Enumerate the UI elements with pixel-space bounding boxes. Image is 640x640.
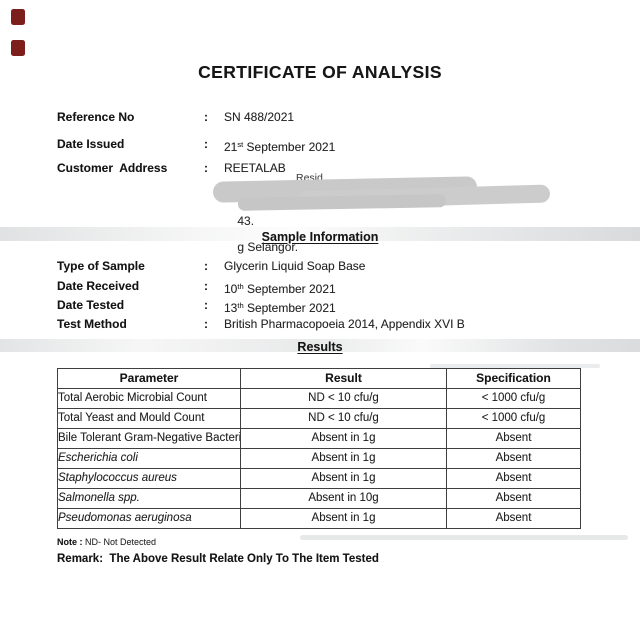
result-cell: ND < 10 cfu/g <box>240 388 447 409</box>
ordinal-superscript: st <box>237 140 244 149</box>
field-colon: : <box>204 161 208 175</box>
table-row: Pseudomonas aeruginosa Absent in 1g Abse… <box>57 508 581 529</box>
note-text: ND- Not Detected <box>85 537 157 547</box>
result-cell: Absent in 1g <box>240 428 447 449</box>
field-row-date-tested: Date Tested : 13th September 2021 <box>57 299 336 315</box>
red-annotation-square-bottom <box>11 40 25 56</box>
param-cell: Total Yeast and Mould Count <box>57 408 241 429</box>
result-cell: Absent in 1g <box>240 448 447 469</box>
field-row-type-of-sample: Type of Sample : Glycerin Liquid Soap Ba… <box>57 260 365 273</box>
table-row: Staphylococcus aureus Absent in 1g Absen… <box>57 468 581 489</box>
param-cell: Pseudomonas aeruginosa <box>57 508 241 529</box>
date-tested-label: Date Tested <box>57 298 125 312</box>
sample-information-heading: Sample Information <box>261 230 379 244</box>
field-colon: : <box>204 137 208 151</box>
table-row: Salmonella spp. Absent in 10g Absent <box>57 488 581 509</box>
reference-no-value: SN 488/2021 <box>224 110 295 124</box>
column-header-specification: Specification <box>446 368 581 389</box>
field-row-test-method: Test Method : British Pharmacopoeia 2014… <box>57 318 465 331</box>
results-table: Parameter Result Specification Total Aer… <box>57 368 581 529</box>
results-heading: Results <box>297 340 343 354</box>
spec-cell: Absent <box>446 488 581 509</box>
remark-label: Remark: <box>57 553 104 565</box>
red-annotation-square-top <box>11 9 25 25</box>
date-received-value: 10th September 2021 <box>224 282 336 296</box>
ordinal-superscript: th <box>237 282 244 291</box>
scan-artifact-streak <box>300 535 628 540</box>
test-method-label: Test Method <box>57 317 127 331</box>
field-colon: : <box>204 317 208 331</box>
table-row: Total Yeast and Mould Count ND < 10 cfu/… <box>57 408 581 429</box>
field-colon: : <box>204 110 208 124</box>
result-cell: Absent in 1g <box>240 508 447 529</box>
param-cell: Bile Tolerant Gram-Negative Bacteria <box>57 428 241 449</box>
param-cell: Staphylococcus aureus <box>57 468 241 489</box>
spec-cell: Absent <box>446 448 581 469</box>
type-of-sample-value: Glycerin Liquid Soap Base <box>224 259 366 273</box>
field-colon: : <box>204 279 208 293</box>
field-row-date-issued: Date Issued : 21st September 2021 <box>57 138 335 154</box>
field-row-date-received: Date Received : 10th September 2021 <box>57 280 336 296</box>
param-cell: Total Aerobic Microbial Count <box>57 388 241 409</box>
result-cell: Absent in 1g <box>240 468 447 489</box>
column-header-result: Result <box>240 368 447 389</box>
redaction-blob <box>237 194 447 211</box>
result-cell: ND < 10 cfu/g <box>240 408 447 429</box>
spec-cell: < 1000 cfu/g <box>446 388 581 409</box>
reference-no-label: Reference No <box>57 110 135 124</box>
test-method-value: British Pharmacopoeia 2014, Appendix XVI… <box>224 317 465 331</box>
remark-line: Remark: The Above Result Relate Only To … <box>57 553 379 565</box>
note-line: Note : ND- Not Detected <box>57 537 156 547</box>
date-issued-label: Date Issued <box>57 137 125 151</box>
spec-cell: Absent <box>446 428 581 449</box>
param-cell: Escherichia coli <box>57 448 241 469</box>
field-colon: : <box>204 259 208 273</box>
document-title: CERTIFICATE OF ANALYSIS <box>198 62 442 82</box>
table-row: Bile Tolerant Gram-Negative Bacteria Abs… <box>57 428 581 449</box>
customer-address-label: Customer Address <box>57 161 168 175</box>
results-table-header-row: Parameter Result Specification <box>57 368 581 389</box>
date-tested-value: 13th September 2021 <box>224 301 336 315</box>
table-row: Escherichia coli Absent in 1g Absent <box>57 448 581 469</box>
remark-text: The Above Result Relate Only To The Item… <box>109 553 379 565</box>
result-cell: Absent in 10g <box>240 488 447 509</box>
column-header-parameter: Parameter <box>57 368 241 389</box>
field-row-customer-address: Customer Address : REETALAB <box>57 162 286 175</box>
spec-cell: Absent <box>446 508 581 529</box>
type-of-sample-label: Type of Sample <box>57 259 145 273</box>
ordinal-superscript: th <box>237 301 244 310</box>
address-line3-tail: g Selangor. <box>237 240 299 254</box>
date-received-label: Date Received <box>57 279 140 293</box>
spec-cell: < 1000 cfu/g <box>446 408 581 429</box>
field-row-reference-no: Reference No : SN 488/2021 <box>57 111 294 124</box>
address-line-3: 43. g Selangor. <box>224 202 298 267</box>
customer-name-value: REETALAB <box>224 161 286 175</box>
table-row: Total Aerobic Microbial Count ND < 10 cf… <box>57 388 581 409</box>
param-cell: Salmonella spp. <box>57 488 241 509</box>
spec-cell: Absent <box>446 468 581 489</box>
scan-artifact-streak <box>430 364 600 368</box>
date-issued-value: 21st September 2021 <box>224 140 336 154</box>
field-colon: : <box>204 298 208 312</box>
note-label: Note : <box>57 537 83 547</box>
address-line3-prefix: 43. <box>237 214 255 228</box>
